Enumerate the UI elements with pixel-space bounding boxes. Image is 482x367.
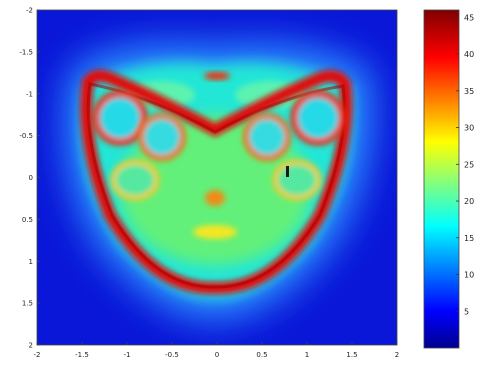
colorbar-tick-label: 25 <box>464 160 474 169</box>
y-tick-label: 0.5 <box>22 216 33 224</box>
x-tick-label: -2 <box>34 351 41 359</box>
x-tick-label: 2 <box>395 351 399 359</box>
crown-mark <box>204 72 230 80</box>
x-axis: -2 -1.5 -1 -0.5 0 0.5 1 1.5 2 <box>34 342 399 359</box>
colorbar-tick-label: 15 <box>464 234 474 243</box>
y-axis: -2 -1.5 -1 -0.5 0 0.5 1 1.5 2 <box>19 7 40 350</box>
y-tick-label: 1 <box>29 258 33 266</box>
cheek-loop-right <box>272 159 322 201</box>
colorbar-tick-label: 20 <box>464 197 474 206</box>
colorbar-tick-label: 40 <box>464 50 474 59</box>
x-tick-label: 0.5 <box>256 351 267 359</box>
annotation-mark <box>286 166 289 177</box>
colorbar-tick-label: 35 <box>464 87 474 96</box>
y-tick-label: 2 <box>29 342 33 350</box>
mouth <box>193 225 237 239</box>
x-tick-label: 1 <box>305 351 309 359</box>
colorbar-ticks: 5 10 15 20 25 30 35 40 45 <box>456 13 474 316</box>
x-tick-label: 0 <box>215 351 219 359</box>
cheek-loop-left <box>110 159 160 201</box>
nose-tip <box>205 190 225 206</box>
eye-ring-right-inner <box>243 113 291 161</box>
colorbar-tick-label: 45 <box>464 13 474 22</box>
plot-area <box>37 10 397 345</box>
x-tick-label: -1.5 <box>75 351 89 359</box>
colorbar-tick-label: 5 <box>464 307 469 316</box>
y-tick-label: -1.5 <box>19 48 33 56</box>
eye-ring-left-inner <box>138 113 186 161</box>
x-tick-label: 1.5 <box>346 351 357 359</box>
colorbar <box>423 9 460 349</box>
colorbar-tick-label: 30 <box>464 124 474 133</box>
y-tick-label: -0.5 <box>19 132 33 140</box>
eye-ring-right-outer <box>290 90 346 146</box>
y-tick-label: -1 <box>26 90 33 98</box>
y-tick-label: 0 <box>29 174 33 182</box>
y-tick-label: 1.5 <box>22 300 33 308</box>
x-tick-label: -1 <box>124 351 131 359</box>
eye-ring-left-outer <box>92 90 148 146</box>
y-tick-label: -2 <box>26 7 33 15</box>
x-tick-label: -0.5 <box>165 351 179 359</box>
colorbar-tick-label: 10 <box>464 271 474 280</box>
